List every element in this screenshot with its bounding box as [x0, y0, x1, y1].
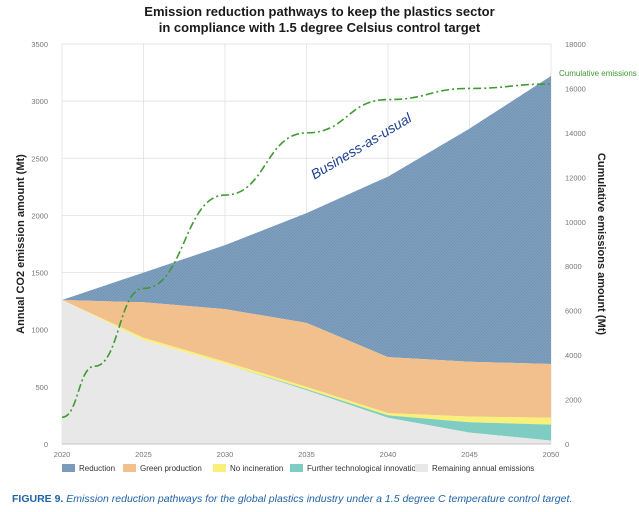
x-tick-label: 2040 — [380, 450, 397, 459]
y-tick-label: 3000 — [31, 97, 48, 106]
y-tick-label: 500 — [35, 383, 48, 392]
y2-axis-title: Cumulative emissions amount (Mt) — [595, 153, 607, 335]
y2-tick-label: 18000 — [565, 40, 586, 49]
caption-text: Emission reduction pathways for the glob… — [66, 493, 573, 505]
y2-tick-label: 16000 — [565, 84, 586, 93]
chart-title-line-1: Emission reduction pathways to keep the … — [144, 4, 495, 19]
y2-tick-label: 14000 — [565, 129, 586, 138]
chart-svg: 0 500 1000 1500 2000 2500 3000 3500 0 2000 4000 600… — [15, 40, 637, 473]
legend-label-reduction: Reduction — [79, 464, 115, 473]
legend-swatch-reduction — [62, 464, 75, 472]
y2-tick-label: 0 — [565, 440, 569, 449]
cumulative-emissions-label: Cumulative emissions — [559, 69, 637, 78]
area-remaining-annual-emissions — [62, 300, 551, 444]
area-reduction — [62, 76, 551, 364]
x-tick-label: 2035 — [298, 450, 315, 459]
legend-swatch-further-technological-innovation — [290, 464, 303, 472]
legend-swatch-remaining-annual-emissions — [415, 464, 428, 472]
area-further-technological-innovation — [62, 300, 551, 441]
x-tick-label: 2045 — [461, 450, 478, 459]
legend-label-green-production: Green production — [140, 464, 202, 473]
y-tick-label: 3500 — [31, 40, 48, 49]
legend-label-further-technological-innovation: Further technological innovation — [307, 464, 420, 473]
y-axis-title: Annual CO2 emission amount (Mt) — [15, 154, 27, 334]
cumulative-emissions-line — [61, 83, 552, 419]
y-tick-label: 1000 — [31, 326, 48, 335]
y-tick-label: 2500 — [31, 154, 48, 163]
legend-label-no-incineration: No incineration — [230, 464, 283, 473]
y-tick-label: 1500 — [31, 269, 48, 278]
y-tick-label: 2000 — [31, 211, 48, 220]
y2-tick-label: 6000 — [565, 307, 582, 316]
y-tick-label: 0 — [44, 440, 48, 449]
y2-tick-label: 2000 — [565, 396, 582, 405]
x-tick-label: 2020 — [54, 450, 71, 459]
figure-caption: FIGURE 9. Emission reduction pathways fo… — [12, 493, 572, 505]
x-tick-label: 2030 — [217, 450, 234, 459]
y2-tick-label: 10000 — [565, 218, 586, 227]
chart-title-line-2: in compliance with 1.5 degree Celsius co… — [158, 20, 481, 35]
y2-tick-label: 12000 — [565, 173, 586, 182]
x-tick-label: 2050 — [543, 450, 560, 459]
legend-label-remaining-annual-emissions: Remaining annual emissions — [432, 464, 534, 473]
x-tick-label: 2025 — [135, 450, 152, 459]
legend-swatch-no-incineration — [213, 464, 226, 472]
caption-label: FIGURE 9. — [12, 493, 64, 505]
legend-swatch-green-production — [123, 464, 136, 472]
y2-tick-label: 8000 — [565, 262, 582, 271]
area-green-production — [62, 300, 551, 418]
y2-tick-label: 4000 — [565, 351, 582, 360]
